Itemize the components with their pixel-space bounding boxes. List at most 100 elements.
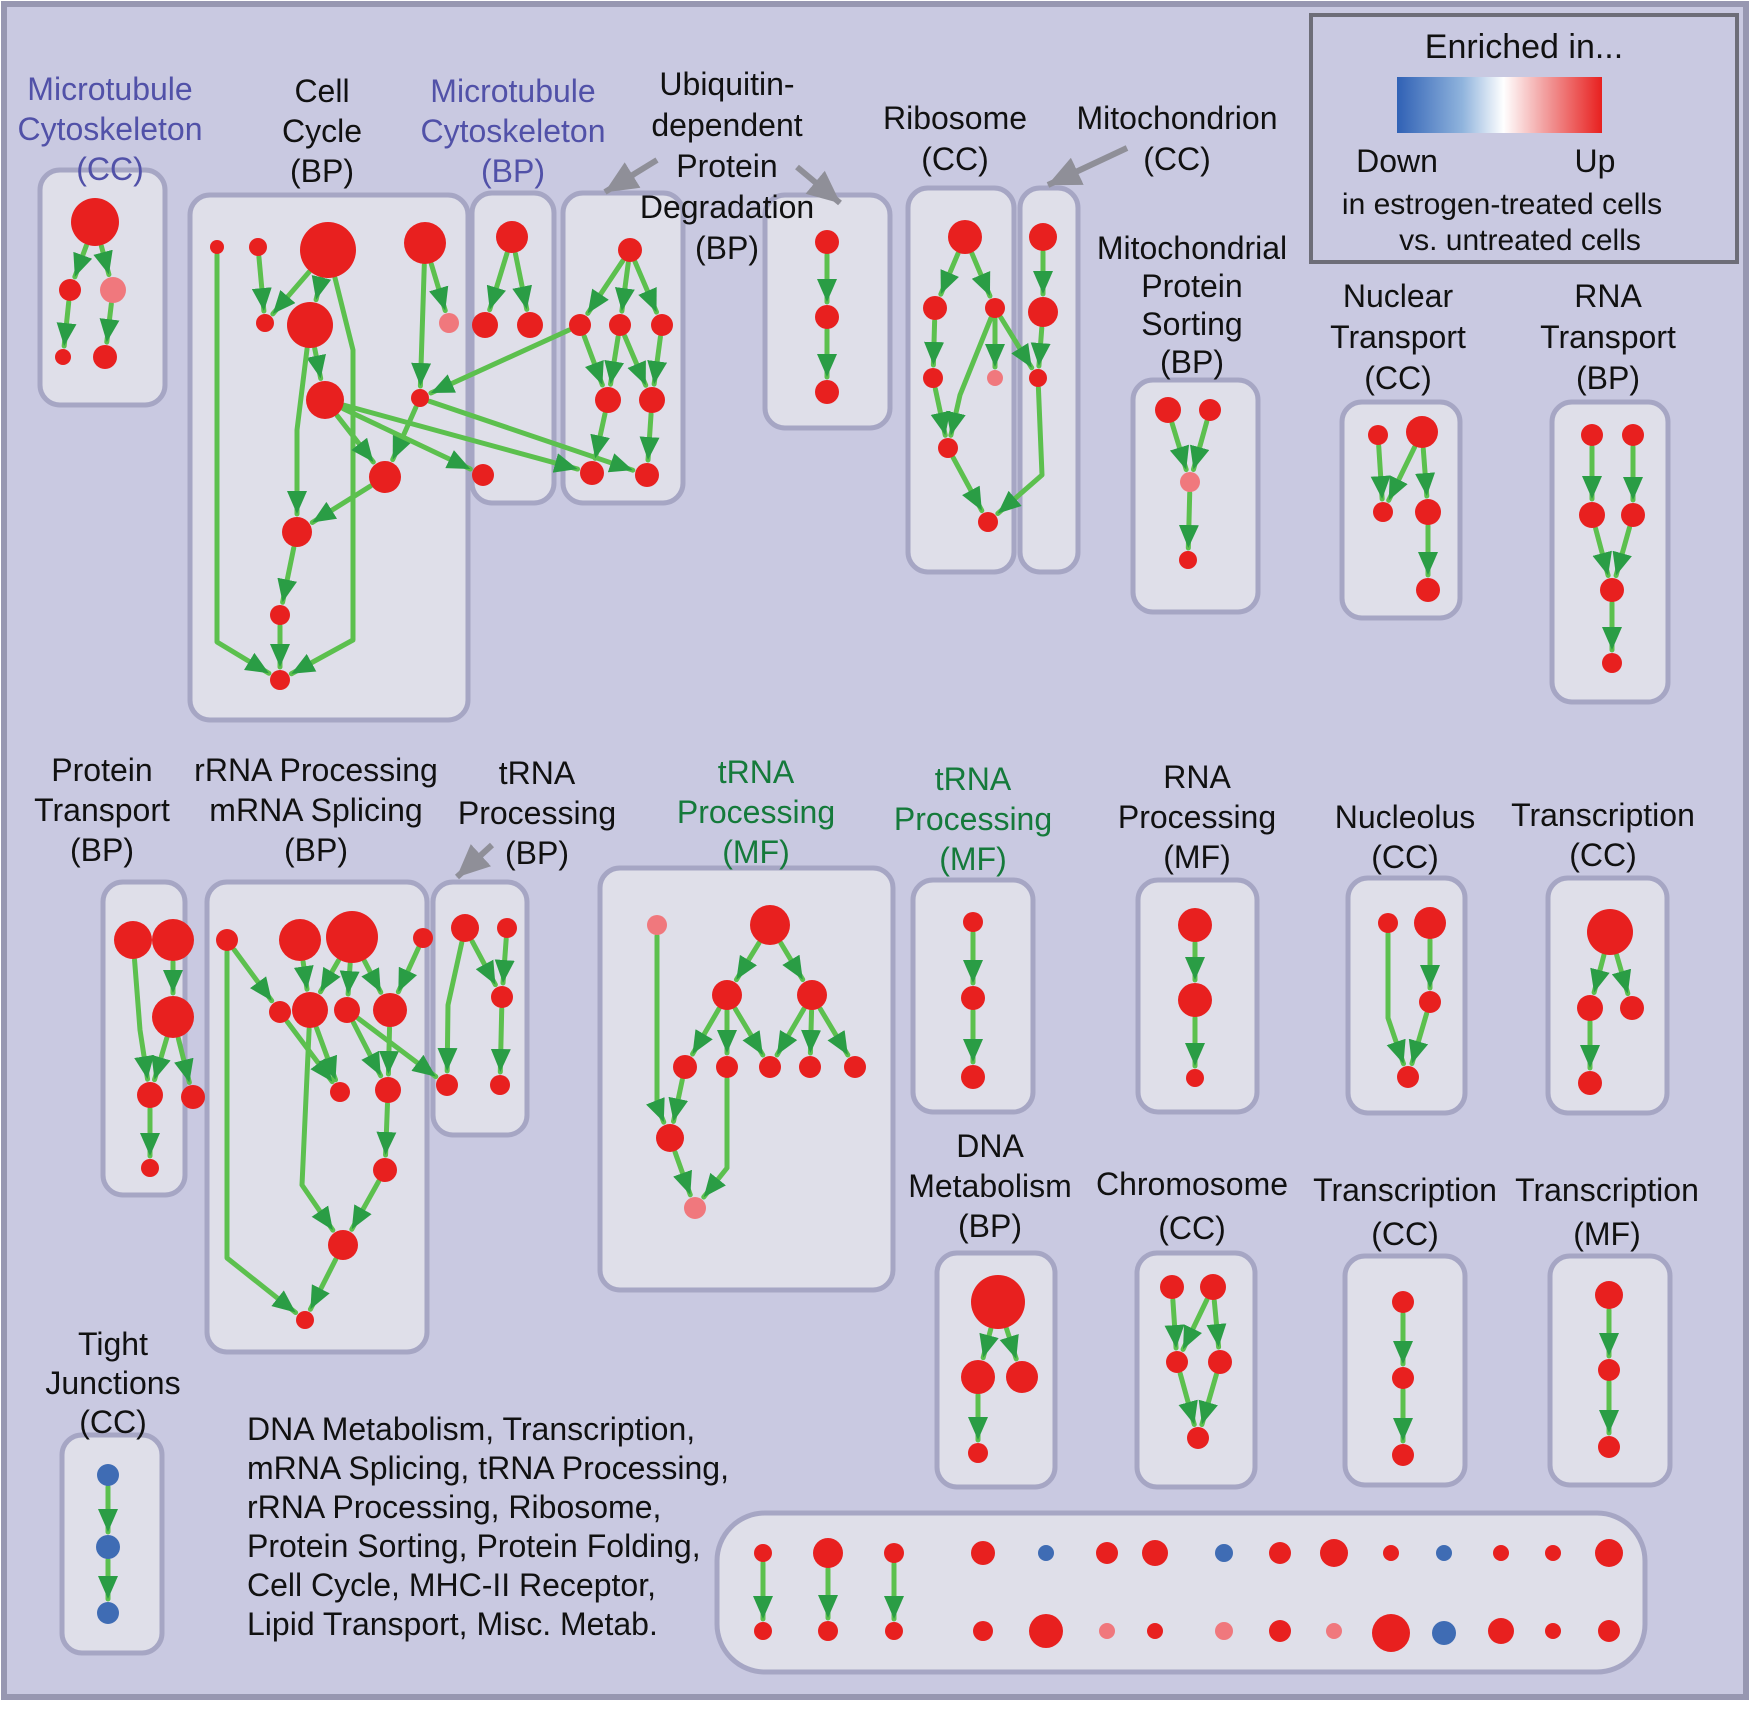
go-term-node-q3 [1579, 502, 1605, 528]
go-term-node-g10 [656, 1124, 684, 1152]
go-term-node-u2 [569, 314, 591, 336]
go-term-node-p2 [1199, 399, 1221, 421]
edge-s6-s12 [299, 1026, 336, 1233]
go-term-node-bt15 [1595, 1539, 1623, 1567]
edge-w3-w5 [174, 1035, 194, 1085]
go-term-node-x4 [436, 1074, 458, 1096]
edge-g5-g10 [668, 1077, 689, 1124]
label-line: (MF) [1573, 1216, 1641, 1252]
go-term-node-s5 [269, 1001, 291, 1023]
go-term-node-bb15 [1598, 1620, 1620, 1642]
go-term-node-b5 [256, 314, 274, 332]
legend-subtitle-line1: in estrogen-treated cells [1342, 188, 1662, 221]
edge-g2-g4 [778, 940, 806, 983]
go-term-node-w2 [152, 919, 194, 961]
edge-p3-p4 [1178, 490, 1199, 551]
go-term-node-r1 [948, 220, 982, 254]
edge-s1-s5 [231, 947, 275, 1004]
go-term-node-f3 [1598, 1436, 1620, 1458]
edge-a3-a5 [99, 301, 120, 345]
go-term-node-q2 [1622, 424, 1644, 446]
label-rrna-processing-mrna-splicing-bp: rRNA Processing mRNA Splicing (BP) [194, 752, 438, 868]
edge-w1-w4 [132, 957, 154, 1082]
go-term-node-s12 [328, 1230, 358, 1260]
go-term-node-e2 [1392, 1367, 1414, 1389]
label-nucleolus-cc: Nucleolus (CC) [1335, 799, 1476, 875]
edge-g1-g10 [646, 933, 667, 1125]
go-term-node-b6 [287, 302, 333, 348]
go-term-node-b3 [300, 222, 356, 278]
label-misc-terms: DNA Metabolism, Transcription, mRNA Splic… [247, 1411, 729, 1642]
label-line: Sorting [1141, 306, 1242, 342]
edge-c2-c4 [1206, 1298, 1227, 1350]
go-term-node-bt14 [1545, 1545, 1561, 1561]
label-ubiquitin-degradation-bp: Ubiquitin-dependent Protein Degradation (BP… [640, 66, 814, 266]
edge-b11-b12 [277, 545, 298, 605]
label-line: DNA [956, 1128, 1024, 1164]
go-term-node-bb9 [1269, 1620, 1291, 1642]
edge-j1-j4 [1385, 931, 1407, 1067]
group-box-protein-transport-bp [100, 879, 188, 1198]
edge-u6-u8 [639, 411, 660, 463]
go-term-node-bt1 [754, 1544, 772, 1562]
label-line: Cycle [282, 113, 362, 149]
go-term-node-x1 [451, 914, 479, 942]
edge-a1-a3 [93, 243, 113, 278]
go-term-node-b8 [306, 381, 344, 419]
label-line: Tight [78, 1326, 148, 1362]
edge-s3-s6 [317, 957, 342, 995]
go-term-node-e1 [1392, 1291, 1414, 1313]
edge-b8-m4 [340, 406, 473, 472]
go-term-node-e3 [1392, 1444, 1414, 1466]
go-term-node-m3 [517, 312, 543, 338]
label-transcription-cc-mid: Transcription (CC) [1511, 797, 1695, 873]
label-microtubule-cytoskeleton-cc: Microtubule Cytoskeleton (CC) [18, 71, 203, 187]
label-line: Nuclear [1343, 278, 1454, 314]
edge-g2-g3 [733, 940, 762, 983]
go-term-node-f2 [1598, 1359, 1620, 1381]
label-line: RNA [1163, 759, 1231, 795]
go-term-node-c4 [1208, 1350, 1232, 1374]
go-term-node-b12 [270, 605, 290, 625]
label-line: Nucleolus [1335, 799, 1476, 835]
edge-c2-c3 [1180, 1297, 1210, 1352]
group-box-transcription-cc-mid [1545, 875, 1670, 1116]
edge-m1-m2 [486, 250, 510, 313]
label-line: Microtubule [27, 71, 192, 107]
edge-s3-s7 [339, 961, 360, 997]
label-trna-processing-mf-large: tRNA Processing (MF) [677, 754, 835, 870]
edge-k1-k2 [1590, 952, 1610, 996]
edge-r6-r7 [950, 455, 985, 514]
label-line: (MF) [1163, 839, 1231, 875]
edge-u3-u6 [622, 333, 649, 388]
edge-b9-b10 [390, 404, 419, 463]
group-box-microtubule-cytoskeleton-bp [469, 190, 557, 506]
group-box-rrna-processing-mrna-splicing-bp [204, 879, 430, 1355]
go-term-node-w3 [152, 996, 194, 1038]
edge-x1-x3 [469, 938, 498, 988]
go-term-node-k3 [1620, 996, 1644, 1020]
go-term-node-bb8 [1215, 1622, 1233, 1640]
go-term-node-g6 [716, 1056, 738, 1078]
label-line: Processing [677, 794, 835, 830]
go-term-node-bb5 [1029, 1614, 1063, 1648]
go-term-node-j3 [1419, 991, 1441, 1013]
go-term-node-h3 [961, 1065, 985, 1089]
label-line: Ubiquitin- [659, 66, 794, 102]
go-term-node-h1 [963, 912, 983, 932]
edge-n2-n3 [1386, 444, 1418, 503]
legend-gradient-bar [1397, 77, 1602, 133]
edge-u1-u3 [614, 260, 635, 314]
edge-b4-b9 [411, 262, 432, 389]
label-line: (BP) [70, 832, 134, 868]
edge-b1-b13 [214, 252, 272, 676]
go-term-node-bt8 [1215, 1544, 1233, 1562]
edge-s4-s8 [395, 945, 421, 995]
edge-b4-b7 [428, 261, 449, 314]
edge-r2-r4 [924, 318, 945, 368]
edge-s1-s13 [224, 949, 299, 1316]
go-term-node-k1 [1587, 909, 1633, 955]
edge-r3-r6 [946, 315, 994, 438]
label-line: Mitochondrial [1097, 230, 1287, 266]
label-line: mRNA Splicing, tRNA Processing, [247, 1450, 729, 1486]
